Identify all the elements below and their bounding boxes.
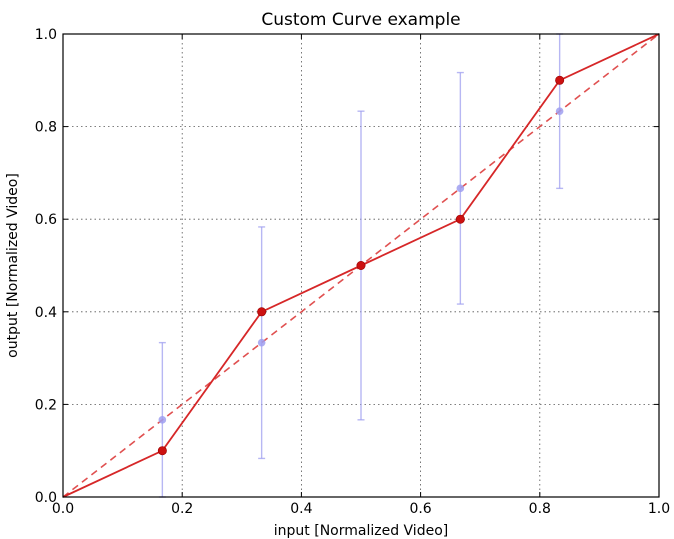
data-point [356,260,366,270]
data-point [257,307,267,317]
y-tick-label: 0.6 [35,212,57,228]
x-tick-label: 0.6 [409,501,431,517]
data-point [455,214,465,224]
y-axis-title: output [Normalized Video] [5,173,21,358]
y-tick-label: 0.2 [35,397,57,413]
error-point [456,184,465,193]
y-tick-label: 0.0 [35,490,57,506]
x-tick-label: 0.0 [52,501,74,517]
data-point [555,75,565,85]
y-tick-label: 0.8 [35,120,57,136]
x-tick-label: 0.2 [171,501,193,517]
error-point [158,416,167,424]
error-point [257,338,266,347]
y-tick-label: 0.4 [35,305,57,321]
x-tick-label: 0.8 [529,501,551,517]
data-point [157,446,167,456]
chart-title: Custom Curve example [261,10,460,30]
x-axis-title: input [Normalized Video] [274,523,448,539]
tick-layer: 0.0 0.2 0.4 0.6 0.8 1.0 0.0 0.2 0.4 0.6 0.8 1.0 [35,27,670,517]
marker-layer [157,75,565,456]
x-tick-label: 1.0 [648,501,670,517]
x-tick-label: 0.4 [290,501,312,517]
plot-frame [62,33,660,498]
y-tick-label: 1.0 [35,27,57,43]
error-point [555,107,564,115]
